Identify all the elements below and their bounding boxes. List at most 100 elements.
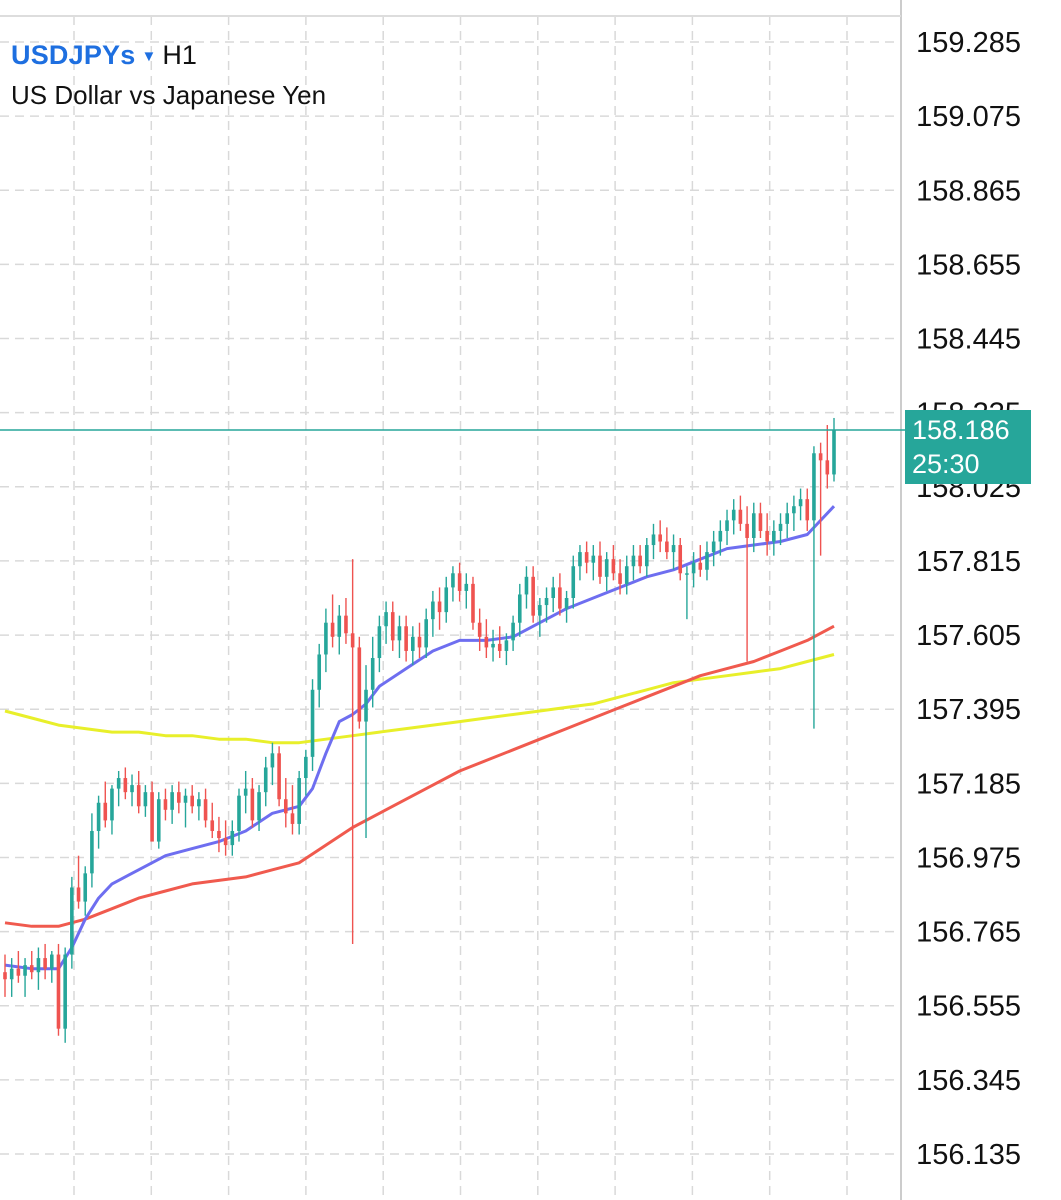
candle-body [70,887,74,955]
candle-body [798,499,803,507]
ma-line-ma-slow [4,653,835,745]
candle [825,425,830,489]
candle [297,770,301,835]
candle [337,605,342,655]
candle-body [792,506,796,514]
candle [324,608,328,673]
candle [223,820,228,856]
candle-body [116,778,121,789]
candle-body [491,643,495,648]
candle [250,778,255,828]
candle-body [437,601,442,613]
candle-body [497,643,502,651]
candle [805,488,810,531]
candle-body [344,615,348,634]
candle [431,590,435,637]
candle [578,545,582,581]
candle-body [624,566,629,584]
candle [564,590,569,623]
candle [558,573,562,616]
candle [56,943,61,1036]
candle-body [310,689,315,757]
candle [765,513,769,556]
candle [785,502,790,538]
candle-body [49,954,54,969]
price-tick-label: 157.395 [916,694,1021,726]
symbol-header: USDJPYs ▼ H1 [11,40,197,71]
current-price-tag: 158.186 25:30 [905,410,1031,484]
candle-body [484,636,489,648]
candle-body [397,626,402,641]
candle [390,601,395,651]
candle-body [511,622,515,641]
candle-body [464,583,469,591]
candle-body [424,619,428,648]
timeframe-label[interactable]: H1 [162,40,197,70]
candle [43,943,47,980]
candle-body [404,626,408,651]
candle-body [651,534,656,546]
candle [544,587,549,623]
candle-body [317,654,322,690]
candle [778,513,783,546]
candle [665,527,669,560]
candle [411,626,415,666]
candle-body [390,612,395,641]
candle [451,566,455,602]
candle-body [758,513,763,531]
candle-body [691,562,696,574]
candle-body [772,530,776,542]
candle-body [237,795,241,831]
candle [705,541,709,581]
candle-body [571,566,576,598]
symbol-selector[interactable]: USDJPYs [11,40,136,70]
candle-body [598,555,602,577]
candle [738,495,743,531]
candle-body [377,626,382,659]
candle-body [685,573,689,575]
candle-body [751,513,756,538]
candle-body [183,795,188,803]
candle-body [705,552,709,570]
candle [631,545,636,581]
candle [103,781,108,828]
candle-body [304,756,308,779]
candle-body [517,594,522,623]
grid [0,16,901,1200]
candle-body [263,767,268,793]
candle [531,566,535,623]
caret-down-icon[interactable]: ▼ [141,48,157,65]
candle [397,615,402,659]
candle [116,770,121,807]
candle-body [832,429,836,475]
candle-body [130,785,134,793]
candle [484,619,489,659]
candle [711,530,716,567]
candle [163,788,168,821]
price-tick-label: 156.765 [916,917,1021,949]
candle-body [604,559,609,577]
moving-averages [4,505,836,971]
candle [3,954,7,997]
candle [283,778,288,828]
candle [624,555,629,595]
candle [170,785,174,824]
candle-body [731,509,736,521]
price-tick-label: 158.655 [916,249,1021,281]
price-tick-label: 158.865 [916,175,1021,207]
candle-body [725,520,729,531]
candle-body [197,799,201,807]
candle [110,785,114,835]
candle [611,545,616,581]
candle-body [243,788,248,796]
candle-body [270,753,275,768]
candle [263,756,268,807]
candle [217,816,221,853]
candle-body [578,552,582,567]
candle [243,770,248,814]
candle [377,615,382,673]
candle-body [370,658,375,690]
candle [183,788,188,828]
